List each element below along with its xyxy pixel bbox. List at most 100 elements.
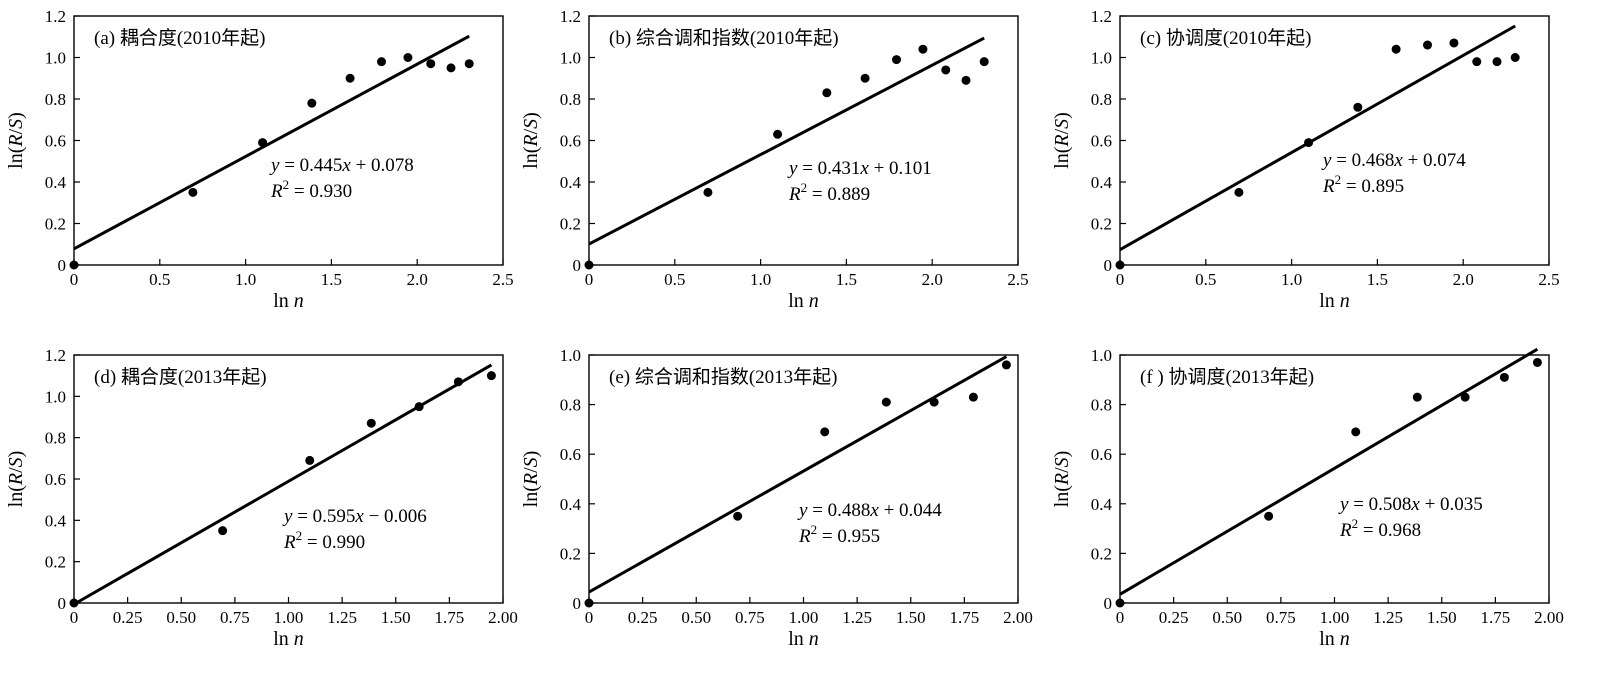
data-point — [258, 138, 268, 148]
data-point — [414, 402, 424, 412]
x-axis-label: ln n — [788, 628, 819, 650]
panel-c: 0 0.5 1.0 1.5 2.0 2.5 0 0.2 0.4 0.6 0.8 1.0 1.2 ln n l… — [1051, 7, 1560, 312]
data-point — [188, 187, 198, 197]
y-tick-label: 1.0 — [45, 49, 66, 68]
y-tick-label: 0.4 — [1091, 495, 1113, 514]
y-tick-label: 0.6 — [45, 470, 66, 489]
panel-title: (c) 协调度(2010年起) — [1140, 27, 1312, 49]
data-point — [860, 73, 870, 83]
y-tick-label: 1.0 — [45, 387, 66, 406]
y-tick-label: 0.6 — [45, 132, 66, 151]
x-tick-label: 1.50 — [896, 608, 926, 627]
y-tick-label: 1.2 — [45, 7, 66, 26]
x-tick-label: 0.50 — [166, 608, 196, 627]
data-point — [305, 455, 315, 465]
data-point — [1353, 102, 1363, 112]
x-tick-label: 0 — [70, 270, 79, 289]
data-point — [1234, 187, 1244, 197]
fit-line — [1119, 24, 1516, 251]
panel-title: (a) 耦合度(2010年起) — [94, 27, 266, 49]
x-tick-label: 0.5 — [1195, 270, 1216, 289]
data-point — [1532, 357, 1542, 367]
y-tick-label: 0 — [573, 594, 582, 613]
y-tick-label: 1.2 — [560, 7, 581, 26]
plot-frame — [1119, 354, 1550, 604]
y-axis-label: ln(R/S) — [5, 451, 27, 508]
data-point — [881, 397, 891, 407]
y-tick-label: 0.8 — [560, 90, 581, 109]
y-tick-label: 0.8 — [45, 429, 66, 448]
x-tick-label: 1.50 — [381, 608, 411, 627]
data-point — [1460, 392, 1470, 402]
data-point — [703, 187, 713, 197]
data-point — [69, 598, 79, 608]
x-axis-label: ln n — [273, 628, 304, 650]
data-point — [918, 44, 928, 54]
data-point — [426, 59, 436, 69]
x-tick-label: 0.50 — [1212, 608, 1242, 627]
data-point — [1472, 57, 1482, 67]
y-tick-label: 0 — [58, 594, 67, 613]
x-tick-label: 1.5 — [836, 270, 857, 289]
y-tick-label: 1.0 — [560, 346, 581, 365]
panel-e: 0 0.25 0.50 0.75 1.00 1.25 1.50 1.75 2.00 0 0.2 0.4… — [520, 346, 1033, 650]
panel-title: (f ) 协调度(2013年起) — [1140, 366, 1314, 388]
x-tick-label: 2.0 — [407, 270, 428, 289]
x-tick-label: 1.0 — [750, 270, 771, 289]
x-tick-label: 2.0 — [1453, 270, 1474, 289]
fit-equation: y = 0.431x + 0.101 — [787, 158, 932, 179]
x-tick-label: 1.25 — [842, 608, 872, 627]
data-point — [453, 377, 463, 387]
data-point — [1115, 598, 1125, 608]
data-point — [733, 511, 743, 521]
data-point — [1304, 138, 1314, 148]
panel-b: 0 0.5 1.0 1.5 2.0 2.5 0 0.2 0.4 0.6 0.8 1.0 1.2 ln n l… — [520, 7, 1029, 312]
x-tick-label: 1.25 — [1373, 608, 1403, 627]
y-axis-label: ln(R/S) — [520, 451, 542, 508]
fit-equation: y = 0.488x + 0.044 — [797, 500, 942, 521]
plot-frame — [588, 354, 1019, 604]
x-tick-label: 1.0 — [1281, 270, 1302, 289]
y-tick-label: 0 — [1104, 594, 1113, 613]
panel-title: (e) 综合调和指数(2013年起) — [609, 366, 838, 388]
panel-a: 0 0.5 1.0 1.5 2.0 2.5 0 0.2 0.4 0.6 0.8 1.0 1.2 ln n l… — [5, 7, 514, 312]
y-tick-label: 1.0 — [560, 49, 581, 68]
data-point — [446, 63, 456, 73]
y-tick-label: 1.2 — [45, 346, 66, 365]
x-tick-label: 0 — [585, 270, 594, 289]
r-squared-label: R2 = 0.990 — [283, 528, 365, 553]
y-tick-label: 1.0 — [1091, 346, 1112, 365]
y-tick-label: 0.4 — [45, 173, 67, 192]
data-point — [366, 418, 376, 428]
data-point — [1391, 44, 1401, 54]
x-tick-label: 1.00 — [789, 608, 819, 627]
panel-title: (d) 耦合度(2013年起) — [94, 366, 267, 388]
y-tick-label: 0.2 — [560, 215, 581, 234]
panel-title: (b) 综合调和指数(2010年起) — [609, 27, 839, 49]
data-point — [1351, 427, 1361, 437]
x-tick-label: 2.0 — [922, 270, 943, 289]
fit-equation: y = 0.595x − 0.006 — [282, 506, 427, 527]
plot-frame — [1119, 15, 1550, 266]
y-tick-label: 0.8 — [560, 396, 581, 415]
y-tick-label: 0.2 — [45, 215, 66, 234]
fit-line — [588, 36, 985, 246]
y-tick-label: 0.4 — [560, 173, 582, 192]
data-point — [1499, 372, 1509, 382]
y-tick-label: 0 — [1104, 256, 1113, 275]
y-tick-label: 1.0 — [1091, 49, 1112, 68]
r-squared-label: R2 = 0.968 — [1339, 516, 1421, 541]
x-tick-label: 2.00 — [1534, 608, 1564, 627]
fit-line — [588, 355, 1008, 594]
data-point — [584, 598, 594, 608]
x-tick-label: 2.5 — [1007, 270, 1028, 289]
data-point — [1001, 360, 1011, 370]
fit-equation: y = 0.508x + 0.035 — [1338, 494, 1483, 515]
x-tick-label: 1.50 — [1427, 608, 1457, 627]
data-point — [307, 98, 317, 108]
y-tick-label: 0.8 — [1091, 90, 1112, 109]
y-tick-label: 0.6 — [560, 132, 581, 151]
y-tick-label: 0.2 — [1091, 544, 1112, 563]
data-point — [941, 65, 951, 75]
data-point — [1412, 392, 1422, 402]
